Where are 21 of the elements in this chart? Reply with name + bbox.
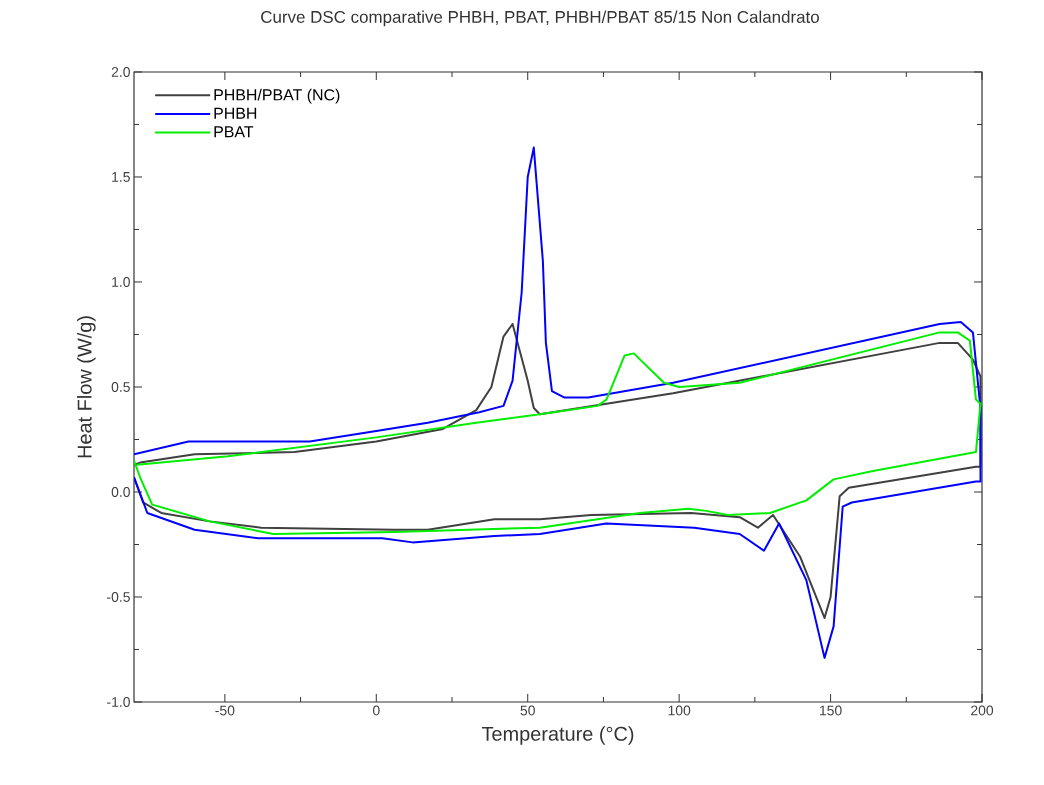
- legend-label: PBAT: [214, 126, 254, 138]
- line-series: [134, 331, 982, 535]
- legend-label: PHBH/PBAT (NC): [214, 88, 340, 104]
- y-tick-label: 1.0: [112, 277, 130, 287]
- y-tick-label: -1.0: [107, 697, 130, 707]
- legend-label: PHBH: [214, 107, 257, 119]
- y-tick-label: 0.0: [111, 487, 130, 497]
- x-axis-title: Temperature (°C): [481, 726, 634, 745]
- x-tick-label: 150: [820, 705, 842, 716]
- y-tick-label: -0.5: [107, 592, 130, 602]
- x-tick-label: 100: [668, 705, 691, 716]
- y-tick-label: 1.5: [112, 172, 130, 182]
- y-tick-label: 2.0: [111, 67, 130, 77]
- chart-title: Curve DSC comparative PHBH, PBAT, PHBH/PBAT 85/15 Non Calandrato: [261, 10, 819, 27]
- x-tick-label: 50: [520, 705, 535, 716]
- x-tick-label: 0: [372, 705, 380, 716]
- x-tick-label: -50: [215, 705, 235, 716]
- line-series: [134, 322, 982, 619]
- y-tick-label: 0.5: [111, 382, 130, 392]
- y-axis-title: Heat Flow (W/g): [77, 316, 96, 458]
- x-tick-label: 200: [971, 705, 994, 716]
